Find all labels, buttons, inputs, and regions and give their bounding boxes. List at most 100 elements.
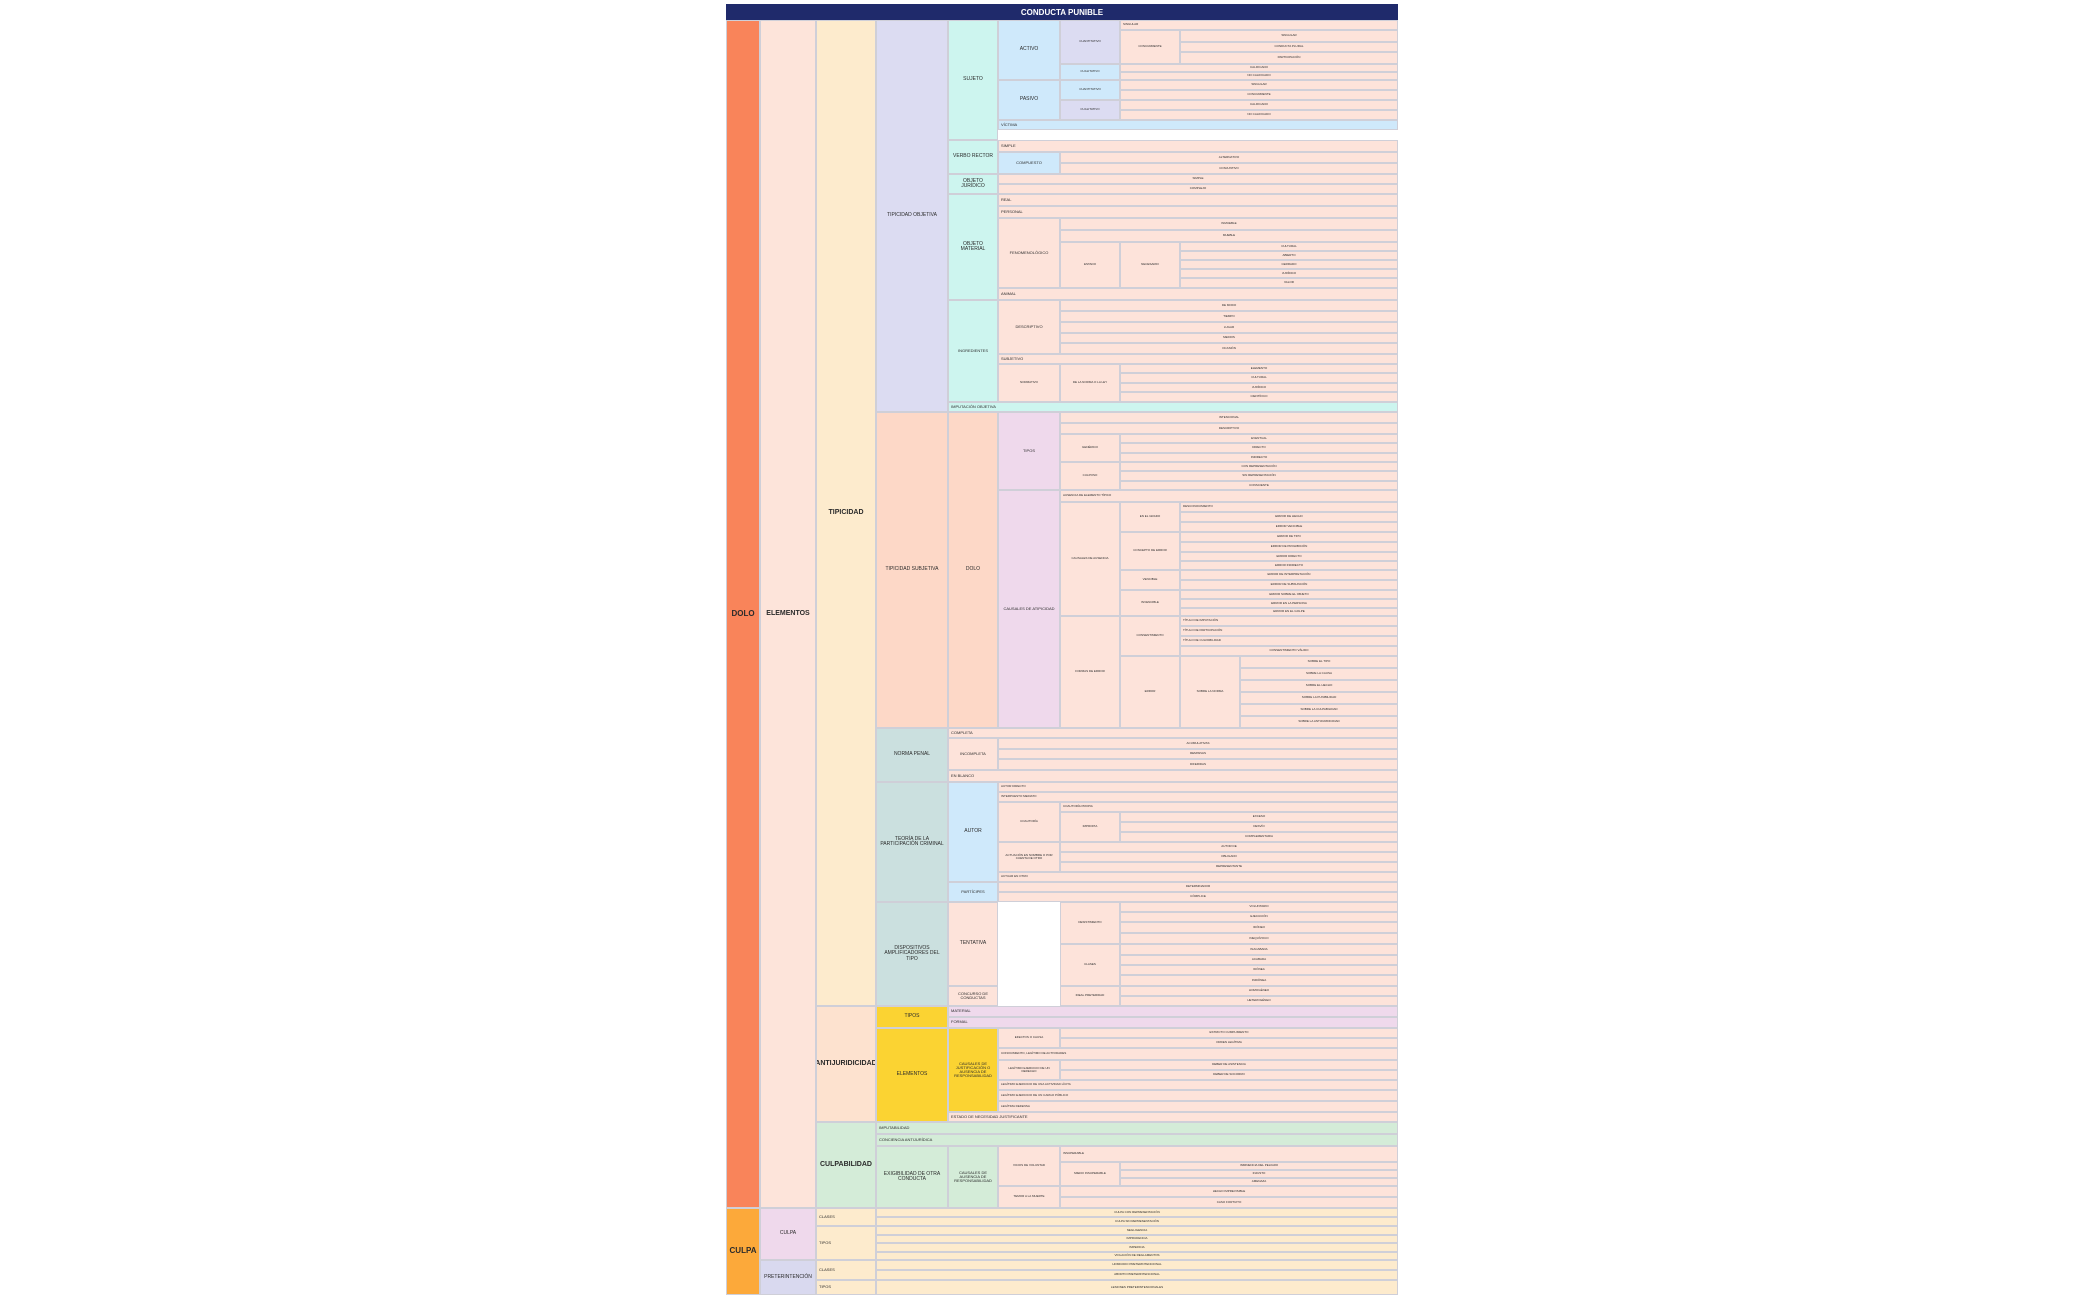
diagram-node: INJUSTO xyxy=(1120,1170,1398,1178)
diagram-node: CULTURAL xyxy=(1120,373,1398,383)
diagram-node: CULTURAL xyxy=(1180,242,1398,251)
diagram-node: INVENCIBLE xyxy=(1120,590,1180,616)
diagram-node: LUGAR xyxy=(1060,322,1398,333)
diagram-node: DESCONOCIMIENTO xyxy=(1180,502,1398,512)
diagram-node: PASIVO xyxy=(998,80,1060,120)
diagram-node: ACUMULATIVAS xyxy=(998,738,1398,749)
diagram-node: NORMA PENAL xyxy=(876,728,948,782)
diagram-node: COMPUESTO xyxy=(998,152,1060,174)
diagram-node: OCASIÓN xyxy=(1060,343,1398,354)
diagram-node: IMPUTACIÓN OBJETIVA xyxy=(948,402,1398,412)
diagram-node: INMUEBLE xyxy=(1060,218,1398,230)
diagram-node: ERROR xyxy=(1120,656,1180,728)
diagram-node: SIMPLE xyxy=(998,174,1398,184)
diagram-node: COAUTORÍA PROPIA xyxy=(1060,802,1398,812)
diagram-node: SOBRE LA PUNIBILIDAD xyxy=(1240,692,1398,704)
diagram-node: TIEMPO xyxy=(1060,311,1398,322)
diagram-node: COMPLETA xyxy=(948,728,1398,738)
diagram-node: ALTERNATIVO xyxy=(1060,152,1398,163)
diagram-node: DESVÍO xyxy=(1120,822,1398,832)
diagram-node: CLASES xyxy=(816,1260,876,1280)
diagram-node: MATERIAL xyxy=(948,1006,1398,1017)
diagram-node: CONSENTIMIENTO VÁLIDO xyxy=(1180,646,1398,656)
diagram-node: REMISIVAS xyxy=(998,749,1398,759)
map-title: CONDUCTA PUNIBLE xyxy=(726,4,1398,20)
diagram-node: DE MODO xyxy=(1060,300,1398,311)
diagram-node: ERROR VENCIBLE xyxy=(1180,522,1398,532)
diagram-node: DEBER DE ASISTENCIA xyxy=(1060,1060,1398,1070)
diagram-node: DESISTIMIENTO xyxy=(1060,902,1120,944)
diagram-node: SOBRE LA CULPABILIDAD xyxy=(1240,704,1398,716)
diagram-node: EN BLANCO xyxy=(948,770,1398,782)
diagram-node: ESTADO DE NECESIDAD JUSTIFICANTE xyxy=(948,1112,1398,1122)
diagram-node: ACTUACIÓN EN NOMBRE O POR CUENTA DE OTRO xyxy=(998,842,1060,872)
diagram-node: NORMATIVO xyxy=(998,364,1060,402)
diagram-node: CUALITATIVO xyxy=(1060,64,1120,80)
diagram-node: VIOLACIÓN DE REGLAMENTOS xyxy=(876,1252,1398,1260)
diagram-node: DETERMINADOR xyxy=(998,882,1398,892)
diagram-node: CONSCIENTE xyxy=(1120,481,1398,490)
diagram-node: JURÍDICO xyxy=(1180,269,1398,278)
diagram-node: AUTOR DIRECTO xyxy=(998,782,1398,792)
diagram-node: OBLIGADO xyxy=(1060,852,1398,862)
diagram-node: VENCIBLE xyxy=(1120,570,1180,590)
diagram-node: DE LA NORMA O LA LEY xyxy=(1060,364,1120,402)
diagram-node: CERRADO xyxy=(1180,260,1398,269)
diagram-node: LESIONES PRETERINTENCIONALES xyxy=(876,1280,1398,1295)
diagram-node: HOMICIDIO PRETERINTENCIONAL xyxy=(876,1260,1398,1270)
diagram-node: NO CALIFICADO xyxy=(1120,72,1398,80)
diagram-node: CONCIENCIA ANTIJURÍDICA xyxy=(876,1134,1398,1146)
diagram-node: CLASES xyxy=(1060,944,1120,986)
diagram-node: EFECTOS O CAUSA xyxy=(998,1028,1060,1048)
diagram-node: IMPRUDENCIA xyxy=(876,1235,1398,1243)
diagram-node: DESCRIPTIVO xyxy=(998,300,1060,354)
diagram-node: COMPLEJO xyxy=(998,184,1398,194)
diagram-node: DIFERIDAS xyxy=(998,759,1398,770)
diagram-node: COMPLEMENTARIA xyxy=(1120,832,1398,842)
diagram-node: ERROR SOBRE EL OBJETO xyxy=(1180,590,1398,599)
diagram-node: NO CALIFICADO xyxy=(1120,110,1398,120)
diagram-node: TIPICIDAD xyxy=(816,20,876,1006)
diagram-node: FORMAS DE ERROR xyxy=(1060,616,1120,728)
diagram-node: EJECUCIÓN xyxy=(1120,912,1398,922)
diagram-node: NECESARIO xyxy=(1120,242,1180,288)
diagram-node: VICIOS DE VOLUNTAD xyxy=(998,1146,1060,1186)
diagram-node: TENTATIVA xyxy=(948,902,998,986)
diagram-node: CULPA xyxy=(726,1208,760,1295)
diagram-node: TIPOS xyxy=(816,1280,876,1295)
diagram-node: TIPOS xyxy=(998,412,1060,490)
diagram-node: ERROR EN EL GOLPE xyxy=(1180,608,1398,616)
diagram-node: VOLUNTARIO xyxy=(1120,902,1398,912)
diagram-node: VÍCTIMA xyxy=(998,120,1398,130)
diagram-node: AMENAZA xyxy=(1120,1178,1398,1186)
diagram-node: SOBRE EL HECHO xyxy=(1240,680,1398,692)
diagram-node: CIENTÍFICO xyxy=(1120,392,1398,402)
diagram-node: ELEMENTOS xyxy=(876,1028,948,1122)
diagram-node: ERROR DE PROHIBICIÓN xyxy=(1180,542,1398,552)
diagram-node: HOMOGÉNEO xyxy=(1120,986,1398,996)
diagram-node: CONJUNTIVO xyxy=(1060,163,1398,174)
diagram-node: DEBER DE SOCORRO xyxy=(1060,1070,1398,1080)
diagram-node: LEGÍTIMO EJERCICIO DE UN DERECHO xyxy=(998,1060,1060,1080)
diagram-node: AUSENCIA DE ELEMENTO TÍPICO xyxy=(1060,490,1398,502)
diagram-node: ERROR INDIRECTO xyxy=(1180,561,1398,570)
diagram-node: IMPUTABILIDAD xyxy=(876,1122,1398,1134)
diagram-node: ANTIJURIDICIDAD xyxy=(816,1006,876,1122)
diagram-node: HECHO IMPREVISIBLE xyxy=(1060,1186,1398,1197)
diagram-node: SUBJETIVO xyxy=(998,354,1398,364)
diagram-node: SOBRE EL TIPO xyxy=(1240,656,1398,668)
diagram-node: ACTIVO xyxy=(998,20,1060,80)
diagram-node: TÍTULO DE PARTICIPACIÓN xyxy=(1180,626,1398,636)
diagram-node: CON REPRESENTACIÓN xyxy=(1120,462,1398,471)
diagram-node: OBJETO MATERIAL xyxy=(948,194,998,300)
diagram-node: REAL xyxy=(998,194,1398,206)
diagram-node: VALOR xyxy=(1180,278,1398,288)
diagram-node: ACABADA xyxy=(1120,955,1398,965)
diagram-node: PRETERINTENCIÓN xyxy=(760,1260,816,1295)
diagram-node: TEORÍA DE LA PARTICIPACIÓN CRIMINAL xyxy=(876,782,948,902)
diagram-node: CULPABILIDAD xyxy=(816,1122,876,1208)
diagram-node: INSUPERABLE xyxy=(1060,1146,1398,1162)
diagram-node: INIDÓNEA xyxy=(1120,975,1398,986)
diagram-node: DOLO xyxy=(948,412,998,728)
diagram-node: CÓMPLICE xyxy=(998,892,1398,902)
